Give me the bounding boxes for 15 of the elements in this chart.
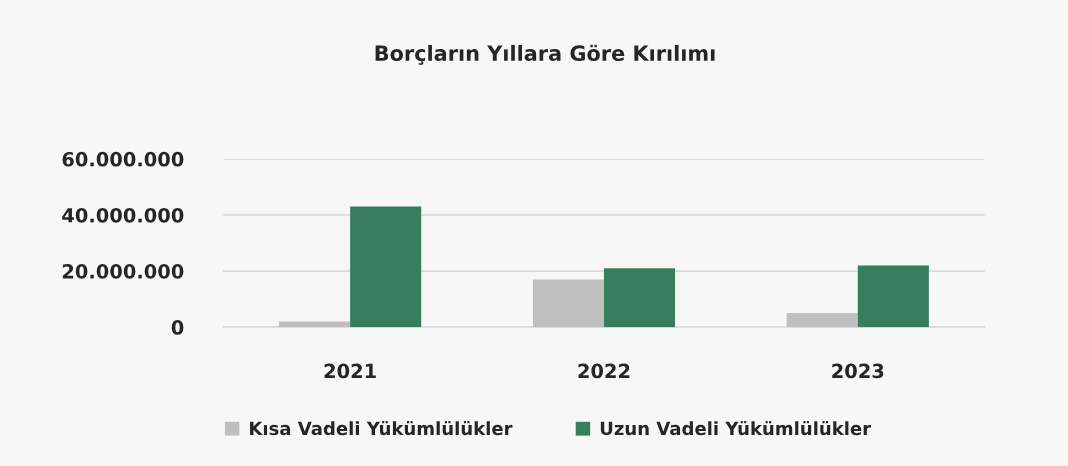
bar <box>350 206 422 328</box>
bar <box>532 279 604 328</box>
y-tick-label: 40.000.000 <box>62 207 184 223</box>
chart-title: Borçların Yıllara Göre Kırılımı <box>375 44 715 65</box>
y-tick-label: 60.000.000 <box>62 151 184 167</box>
y-tick-label: 0 <box>171 320 184 335</box>
x-tick-label: 2023 <box>832 363 884 379</box>
bar <box>857 265 929 328</box>
x-tick-label: 2022 <box>578 363 630 379</box>
x-tick-label: 2021 <box>324 363 376 379</box>
bar <box>786 313 858 328</box>
bar <box>603 268 676 328</box>
legend-label: Uzun Vadeli Yükümlülükler <box>600 421 872 436</box>
y-tick-label: 20.000.000 <box>62 264 184 279</box>
legend-label: Kısa Vadeli Yükümlülükler <box>250 421 513 436</box>
